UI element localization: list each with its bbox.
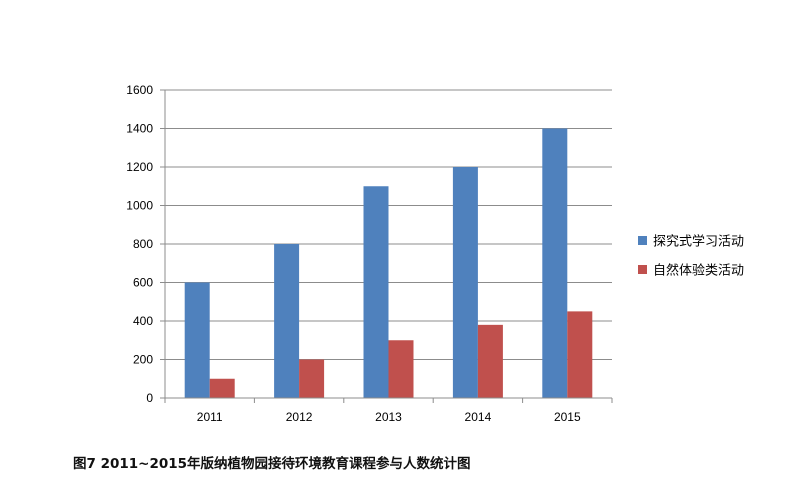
- y-tick-label: 1200: [126, 160, 153, 174]
- bar-series2-2015: [567, 311, 593, 398]
- bar-series2-2013: [388, 340, 414, 398]
- y-tick-label: 200: [133, 353, 153, 367]
- axes: [160, 89, 613, 403]
- bar-series1-2012: [274, 244, 300, 398]
- bar-series2-2014: [477, 324, 503, 398]
- y-tick-label: 1400: [126, 122, 153, 136]
- bars: [184, 128, 593, 398]
- bar-series1-2011: [184, 282, 210, 398]
- legend-swatch: [638, 236, 647, 245]
- x-tick-label: 2011: [197, 410, 223, 424]
- tick-labels: 0 200 400 600 800 1000 1200 1400 1600 2011 2012 201…: [126, 83, 581, 424]
- legend-swatch: [638, 265, 647, 274]
- bar-series2-2012: [299, 359, 325, 398]
- x-tick-label: 2012: [286, 410, 313, 424]
- bar-series1-2013: [363, 186, 389, 398]
- legend-label: 自然体验类活动: [653, 263, 744, 279]
- x-tick-label: 2015: [554, 410, 581, 424]
- y-tick-label: 1600: [126, 83, 153, 97]
- x-tick-label: 2014: [465, 410, 492, 424]
- x-tick-label: 2013: [375, 410, 402, 424]
- figure-caption: 图7 2011~2015年版纳植物园接待环境教育课程参与人数统计图: [73, 456, 471, 472]
- bar-series1-2014: [452, 167, 478, 398]
- y-tick-label: 800: [133, 237, 153, 251]
- y-tick-label: 0: [146, 391, 153, 405]
- bar-series2-2011: [209, 378, 235, 398]
- legend-label: 探究式学习活动: [653, 234, 744, 250]
- bar-series1-2015: [542, 128, 568, 398]
- y-tick-label: 600: [133, 276, 153, 290]
- y-tick-label: 1000: [126, 199, 153, 213]
- y-tick-label: 400: [133, 314, 153, 328]
